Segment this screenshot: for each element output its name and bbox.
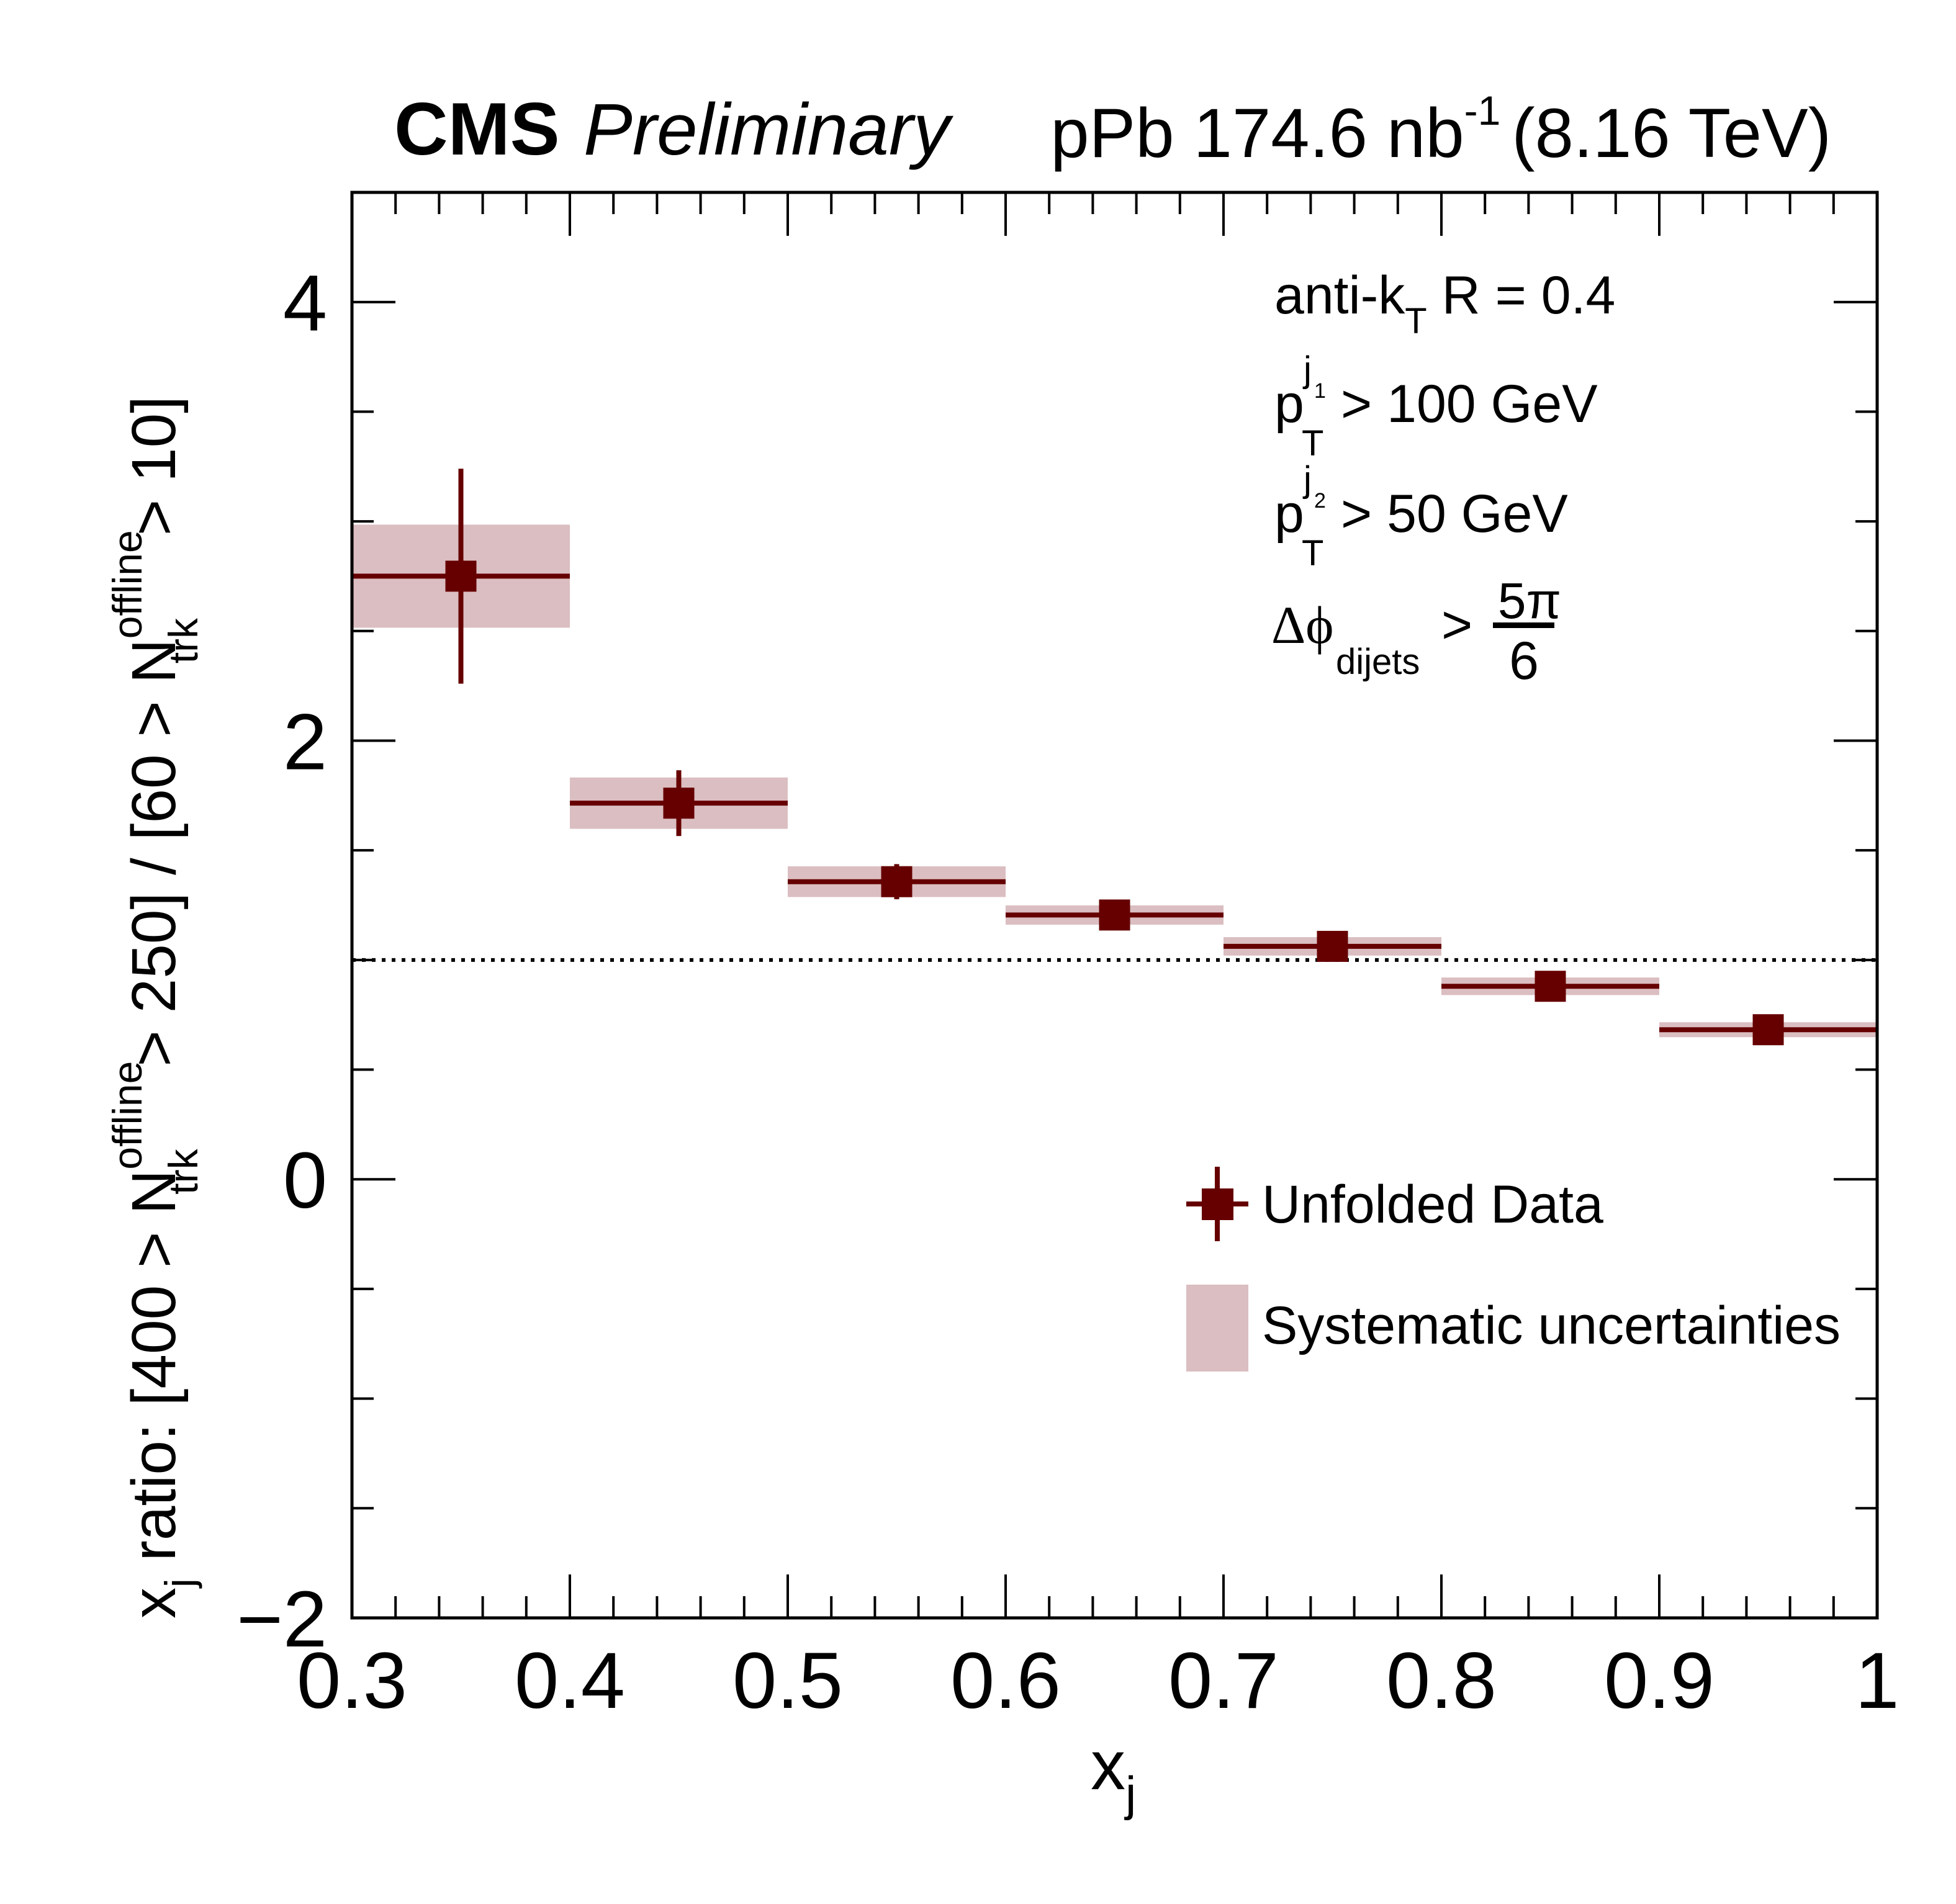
x-tick-label: 0.6 (950, 1637, 1061, 1725)
x-tick-label: 0.5 (732, 1637, 843, 1725)
y-title-x-sub: j (156, 1578, 202, 1589)
y-axis-title: xj ratio: [400 > Nofflinetrk > 250] / [6… (104, 396, 206, 1619)
x-tick-labels: 0.3 0.4 0.5 0.6 0.7 0.8 0.9 1 (297, 1637, 1900, 1725)
y-title-n1-sub: trk (160, 1148, 206, 1194)
data-point (1441, 971, 1659, 1002)
data-marker-5 (1535, 971, 1566, 1002)
data-point (570, 770, 788, 837)
ann4-fraction-bar (1493, 622, 1554, 628)
y-tick-label: 2 (283, 698, 327, 786)
legend-data-label: Unfolded Data (1262, 1175, 1603, 1234)
ann4-sub: dijets (1336, 642, 1420, 682)
data-marker-4 (1317, 930, 1348, 962)
data-marker-6 (1752, 1014, 1784, 1046)
lumi-exponent: -1 (1464, 88, 1501, 133)
data-marker-3 (1099, 899, 1130, 931)
annotation-leading-pt: p (1274, 374, 1304, 434)
y-title-n2-sup: offline (104, 530, 150, 639)
ann2-p: p (1274, 374, 1304, 434)
legend-syst-swatch-icon (1186, 1285, 1248, 1372)
x-axis-title-sub: j (1124, 1766, 1136, 1821)
x-tick-label: 0.4 (515, 1637, 625, 1725)
x-axis-title-main: x (1091, 1727, 1125, 1804)
data-points (352, 469, 1877, 1046)
legend-entry-systematic[interactable]: Systematic uncertainties (1186, 1285, 1841, 1372)
y-tick-label: −2 (237, 1575, 327, 1664)
ann3-sup: j (1302, 459, 1312, 500)
lumi-energy: (8.16 TeV) (1512, 94, 1831, 172)
experiment-label: CMS (394, 88, 560, 171)
annotation-subleading-pt: p (1274, 484, 1304, 544)
data-point (352, 469, 570, 684)
lumi-label: pPb 174.6 nb-1 (8.16 TeV) (1050, 88, 1831, 172)
annotation-block: anti-kT R = 0.4 p T j 1 > 100 GeV p T j … (1271, 266, 1615, 691)
x-tick-label: 0.9 (1604, 1637, 1715, 1725)
y-title-n1-sup: offline (104, 1061, 150, 1170)
lumi-prefix: pPb 174.6 nb (1050, 94, 1464, 172)
data-point (1659, 1014, 1877, 1046)
axes (350, 191, 1879, 1620)
ann2-post: > 100 GeV (1341, 374, 1598, 434)
legend: Unfolded Data Systematic uncertainties (1186, 1167, 1841, 1372)
data-marker-2 (881, 866, 913, 897)
ann2-sub: T (1302, 423, 1323, 464)
status-label: Preliminary (584, 89, 953, 171)
ann2-sup-sub: 1 (1314, 379, 1326, 403)
y-tick-label: 0 (283, 1136, 327, 1225)
ann4-numerator: 5π (1498, 573, 1561, 629)
data-point (788, 864, 1006, 899)
data-marker-1 (663, 788, 695, 819)
ann4-denominator: 6 (1509, 631, 1539, 691)
x-axis-title: xj (1091, 1727, 1136, 1821)
ann2-sup: j (1302, 349, 1312, 390)
ann4-gt: > (1441, 595, 1472, 655)
y-title-part2: ratio: [400 > N (119, 1170, 189, 1579)
ann3-p: p (1274, 484, 1304, 544)
plot-frame (350, 191, 1879, 1620)
x-tick-label: 0.8 (1386, 1637, 1497, 1725)
y-title-part4: > 10] (119, 396, 189, 553)
x-tick-label: 1 (1855, 1637, 1899, 1725)
ann1-post: R = 0.4 (1427, 266, 1616, 325)
y-title-x: x (119, 1587, 189, 1619)
y-tick-labels: −2 0 2 4 (237, 259, 327, 1664)
ann3-sup-sub: 2 (1314, 489, 1326, 513)
legend-data-marker-icon (1202, 1188, 1233, 1220)
data-point (1006, 899, 1224, 931)
data-marker-0 (445, 560, 477, 592)
y-title-part3: > 250] / [60 > N (119, 639, 189, 1084)
ann3-post: > 50 GeV (1341, 484, 1568, 544)
data-point (1224, 930, 1441, 962)
ann1-pre: anti-k (1274, 266, 1405, 325)
x-tick-label: 0.3 (297, 1637, 407, 1725)
ann1-sub: T (1405, 301, 1426, 341)
y-tick-label: 4 (283, 259, 327, 348)
annotation-jet-algo: anti-kT R = 0.4 (1274, 266, 1615, 341)
x-tick-label: 0.7 (1168, 1637, 1279, 1725)
legend-entry-data[interactable]: Unfolded Data (1186, 1167, 1603, 1241)
legend-syst-label: Systematic uncertainties (1262, 1296, 1841, 1355)
ann3-sub: T (1302, 533, 1323, 573)
y-title-n2-sub: trk (160, 617, 206, 663)
ann4-dphi: Δϕ (1271, 595, 1334, 655)
